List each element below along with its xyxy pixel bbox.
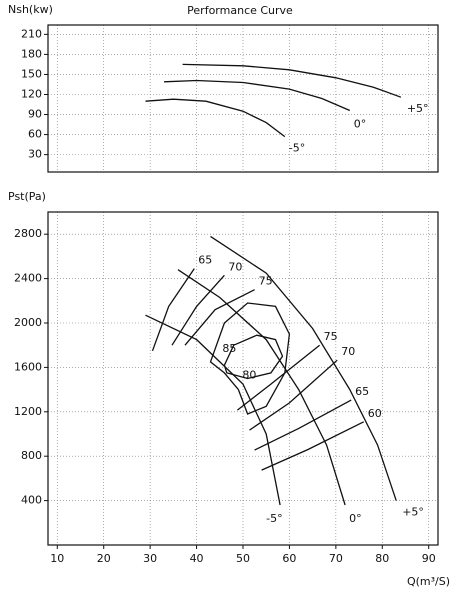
- y-axis-label: Pst(Pa): [8, 190, 46, 203]
- x-tick-label: 70: [329, 552, 343, 565]
- y-tick-label: 1200: [14, 405, 42, 418]
- x-tick-label: 90: [422, 552, 436, 565]
- x-tick-label: 50: [236, 552, 250, 565]
- curve: [182, 63, 402, 98]
- curve-label: 70: [228, 260, 242, 273]
- curve: [254, 399, 352, 451]
- curve: [249, 359, 338, 431]
- curve-label: -5°: [266, 512, 282, 525]
- curve: [164, 79, 351, 112]
- y-tick-label: 180: [21, 47, 42, 60]
- y-tick-label: 2800: [14, 227, 42, 240]
- y-tick-label: 150: [21, 67, 42, 80]
- curve: [237, 344, 321, 411]
- x-tick-label: 40: [190, 552, 204, 565]
- y-tick-label: 800: [21, 449, 42, 462]
- curve-label: 80: [242, 369, 256, 382]
- curve-label: 0°: [354, 118, 367, 131]
- y-tick-label: 2400: [14, 272, 42, 285]
- curve-label: 60: [368, 407, 382, 420]
- y-tick-label: 2000: [14, 316, 42, 329]
- curve-label: +5°: [402, 506, 424, 519]
- x-tick-label: 60: [282, 552, 296, 565]
- curve: [145, 98, 286, 138]
- y-tick-label: 30: [28, 148, 42, 161]
- curve-label: 65: [355, 385, 369, 398]
- x-tick-label: 10: [50, 552, 64, 565]
- y-tick-label: 90: [28, 108, 42, 121]
- curve: [209, 302, 291, 415]
- y-tick-label: 210: [21, 27, 42, 40]
- curve-label: 75: [324, 330, 338, 343]
- curve: [184, 289, 255, 346]
- plot-frame: [47, 211, 439, 546]
- y-axis-label: Nsh(kw): [8, 3, 53, 16]
- curve: [177, 269, 346, 506]
- plot-frame: [47, 24, 439, 173]
- curve: [210, 235, 397, 501]
- curve-label: 0°: [349, 512, 362, 525]
- y-tick-label: 120: [21, 87, 42, 100]
- y-tick-label: 1600: [14, 360, 42, 373]
- x-tick-label: 30: [143, 552, 157, 565]
- curve-label: 75: [259, 275, 273, 288]
- curve-label: 85: [222, 342, 236, 355]
- x-axis-label: Q(m³/S): [407, 575, 450, 588]
- chart-title: Performance Curve: [187, 4, 293, 17]
- curve: [223, 334, 284, 380]
- y-tick-label: 400: [21, 494, 42, 507]
- curve: [145, 314, 281, 506]
- x-tick-label: 80: [375, 552, 389, 565]
- curve: [171, 274, 225, 346]
- curve-label: 70: [341, 345, 355, 358]
- curve-label: -5°: [289, 142, 305, 155]
- curve: [151, 268, 195, 352]
- x-tick-label: 20: [97, 552, 111, 565]
- curve-label: 65: [198, 254, 212, 267]
- curve-label: +5°: [407, 102, 429, 115]
- curve: [261, 421, 364, 471]
- y-tick-label: 60: [28, 128, 42, 141]
